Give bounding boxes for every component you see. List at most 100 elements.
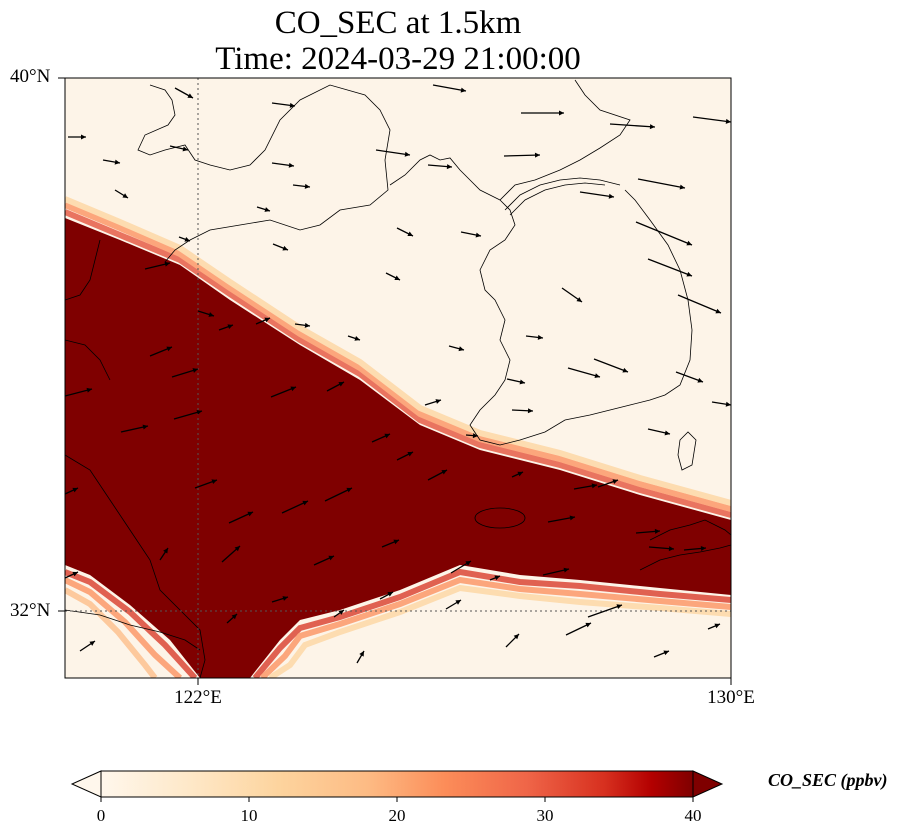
wind-arrow-head	[302, 500, 308, 506]
wind-arrow	[609, 123, 656, 128]
wind-arrow-head	[304, 183, 310, 189]
wind-arrow-head	[387, 592, 393, 597]
wind-arrow-head	[513, 634, 519, 640]
map-area	[65, 78, 731, 678]
wind-arrow-head	[441, 470, 447, 475]
wind-arrow-head	[247, 511, 253, 517]
wind-arrow-head	[290, 386, 296, 392]
wind-arrow-head	[394, 275, 400, 280]
wind-arrow-head	[227, 324, 233, 330]
wind-arrow	[647, 258, 693, 277]
wind-arrow-head	[517, 471, 523, 477]
wind-arrow-head	[534, 152, 540, 158]
wind-arrow-head	[622, 367, 628, 373]
wind-arrow-head	[679, 184, 685, 190]
wind-arrow-head	[649, 124, 655, 130]
wind-arrow	[567, 367, 601, 378]
wind-arrow-head	[537, 334, 543, 340]
colorbar-tick-20: 20	[388, 806, 406, 825]
wind-arrow	[432, 84, 467, 92]
wind-arrow-head	[494, 575, 500, 581]
colorbar-extend-high	[692, 770, 724, 798]
map-frame	[64, 77, 732, 679]
wind-arrow-head	[404, 151, 410, 157]
colorbar	[70, 770, 724, 802]
wind-arrow-head	[472, 433, 478, 439]
lat-label-32n: 32°N	[10, 600, 51, 621]
wind-arrow-head	[184, 236, 190, 242]
wind-arrow-head	[664, 430, 670, 436]
wind-arrow-head	[700, 545, 706, 551]
wind-arrow-head	[234, 546, 240, 552]
wind-arrow-head	[668, 546, 674, 552]
wind-arrow-head	[208, 312, 214, 317]
wind-arrow-head	[393, 539, 399, 545]
wind-arrow-head	[455, 600, 461, 605]
wind-arrow-head	[354, 336, 360, 341]
wind-arrow-head	[86, 387, 92, 393]
wind-arrow-head	[264, 317, 270, 323]
wind-arrow-head	[594, 373, 600, 379]
colorbar-tick-10: 10	[240, 806, 258, 825]
wind-arrow-head	[725, 118, 731, 124]
wind-arrow-head	[211, 479, 217, 485]
gridlines	[65, 78, 731, 678]
colorbar-tick-30: 30	[536, 806, 554, 825]
wind-arrow-head	[527, 408, 533, 414]
axis-ticks	[58, 77, 732, 685]
wind-arrow-head	[192, 368, 198, 373]
lon-label-122e: 122°E	[174, 687, 222, 708]
colorbar-body	[100, 770, 694, 798]
wind-arrow-head	[612, 479, 618, 485]
wind-arrow-head	[72, 571, 78, 577]
wind-arrow	[637, 178, 686, 189]
wind-arrow-head	[338, 382, 344, 387]
map-title: CO_SEC at 1.5km	[274, 5, 522, 41]
wind-arrow-head	[89, 641, 95, 646]
colorbar-extend-low	[70, 770, 102, 798]
wind-arrow-head	[435, 399, 441, 404]
wind-arrow-head	[282, 245, 288, 251]
wind-arrow-head	[458, 346, 464, 352]
wind-arrow-head	[81, 134, 86, 140]
wind-arrow-head	[164, 261, 170, 267]
wind-arrow	[587, 604, 623, 618]
wind-arrow-head	[465, 561, 471, 566]
wind-arrow-head	[714, 623, 720, 629]
wind-arrow-head	[122, 193, 128, 198]
wind-arrow-head	[563, 567, 569, 573]
wind-arrow-head	[654, 528, 660, 534]
wind-arrow-head	[686, 271, 692, 277]
wind-arrow	[503, 154, 541, 157]
wind-arrow-head	[182, 146, 188, 152]
wind-arrow-head	[359, 651, 364, 657]
wind-arrow-head	[304, 322, 310, 328]
wind-arrow-head	[187, 93, 193, 98]
wind-arrow-head	[384, 433, 390, 439]
wind-arrow	[635, 221, 693, 246]
wind-arrow-head	[519, 379, 525, 385]
wind-arrow-head	[608, 193, 614, 199]
wind-arrow-head	[407, 452, 413, 457]
wind-arrow	[677, 294, 722, 314]
wind-arrow-head	[475, 232, 481, 238]
wind-arrow-head	[725, 401, 731, 407]
wind-arrow-head	[346, 487, 352, 493]
wind-arrow-head	[585, 622, 591, 628]
coastlines	[65, 79, 731, 678]
wind-arrow-head	[663, 650, 669, 656]
wind-arrow-head	[460, 87, 466, 93]
lat-label-40n: 40°N	[10, 66, 51, 87]
wind-arrow-head	[686, 240, 692, 246]
colorbar-label: CO_SEC (ppbv)	[768, 770, 888, 790]
map-subtitle: Time: 2024-03-29 21:00:00	[215, 41, 581, 77]
wind-arrow-head	[559, 110, 564, 116]
wind-arrow-head	[446, 164, 452, 170]
colorbar-tick-40: 40	[684, 806, 702, 825]
wind-arrow-head	[231, 614, 237, 620]
wind-vectors	[65, 84, 731, 664]
wind-arrow-head	[407, 231, 413, 236]
colorbar-tick-0: 0	[96, 806, 106, 825]
wind-arrow-head	[166, 346, 172, 352]
